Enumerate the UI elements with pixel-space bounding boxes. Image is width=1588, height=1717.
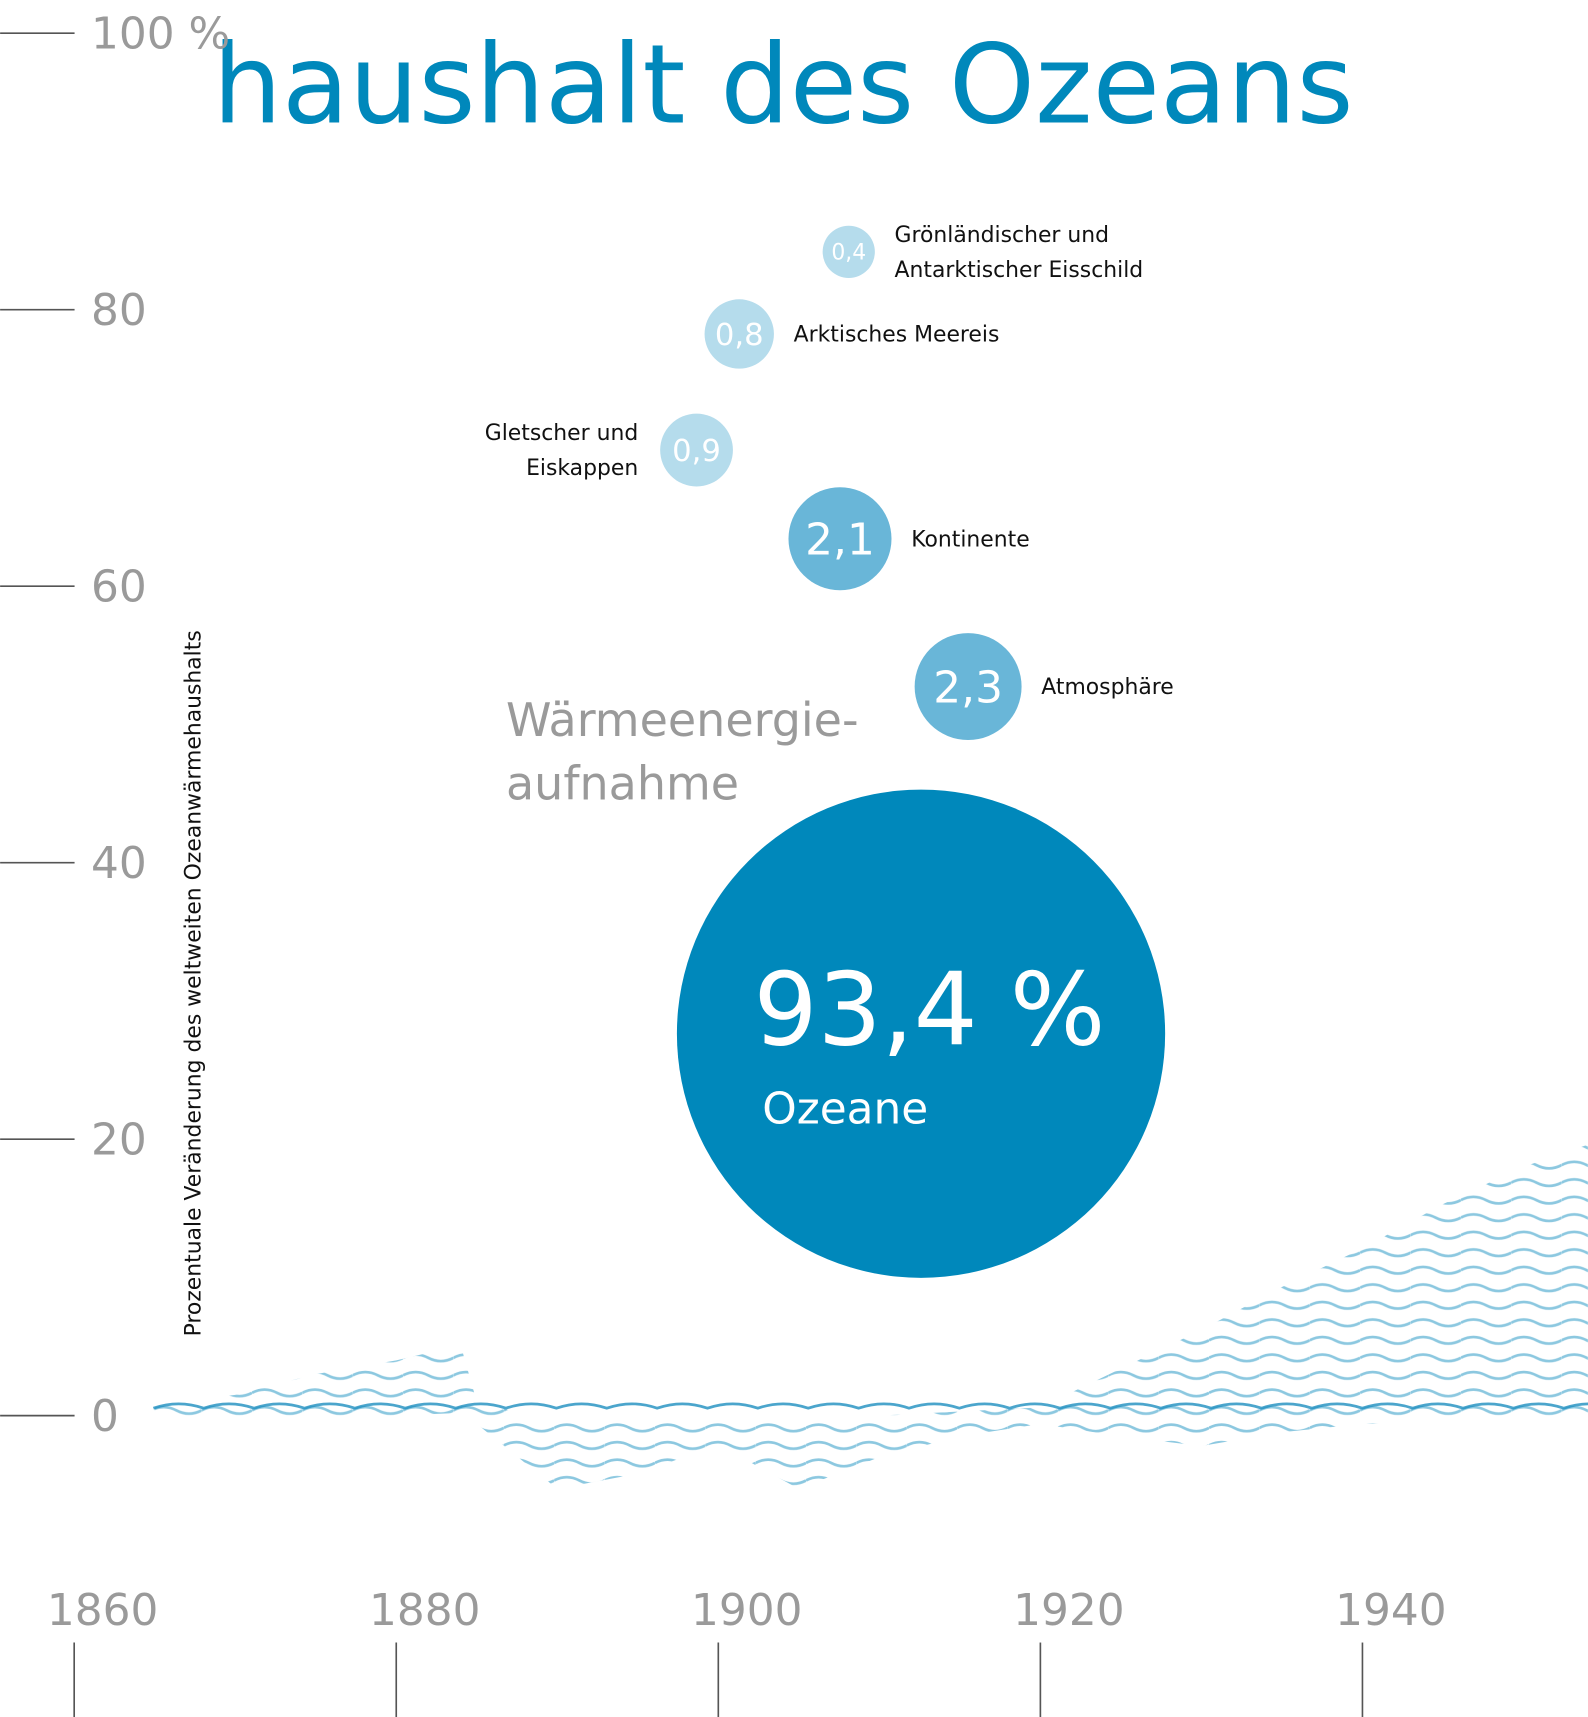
bubble-value: 0,4 [831,241,866,266]
bubble-label: Atmosphäre [1041,675,1173,700]
y-tick-label: 60 [91,561,147,612]
x-tick-label: 1860 [47,1585,158,1636]
y-tick-label: 20 [91,1114,147,1165]
x-tick-label: 1940 [1335,1585,1446,1636]
bubble-label: Ozeane [762,1083,928,1134]
annotation: aufnahme [506,756,739,810]
y-tick-label: 80 [91,285,147,336]
title: Anomalien im Wärme- [176,0,1390,21]
y-tick-label: 100 % [91,9,230,60]
x-tick-label: 1920 [1013,1585,1124,1636]
bubble-value: 0,8 [715,318,764,353]
bubble-label: Eiskappen [526,456,638,481]
bubble-value: 0,9 [672,434,721,469]
bubble-label: Kontinente [911,527,1029,552]
bubble [704,299,774,369]
y-tick-label: 40 [91,838,147,889]
bubble-label: Grönländischer und [895,223,1109,248]
bubble-value: 2,1 [805,515,875,566]
bubble [822,225,875,278]
zero-wave [152,1402,1588,1410]
bubble [914,633,1022,741]
annotation: Wärmeenergie- [506,693,859,747]
bubble-value: 93,4 % [753,951,1105,1069]
bubble-label: Antarktischer Eisschild [895,258,1144,283]
bubble [660,413,733,487]
bubble-label: Gletscher und [485,421,638,446]
y-tick-label: 0 [91,1391,119,1442]
bubble [788,487,892,591]
bubble-label: Arktisches Meereis [794,323,1000,348]
x-tick-label: 1900 [691,1585,802,1636]
y-axis-label: Prozentuale Veränderung des weltweiten O… [181,630,206,1336]
bubble-value: 2,3 [933,662,1003,713]
bubble [676,789,1166,1278]
title: haushalt des Ozeans [213,21,1354,149]
x-tick-label: 1880 [369,1585,480,1636]
